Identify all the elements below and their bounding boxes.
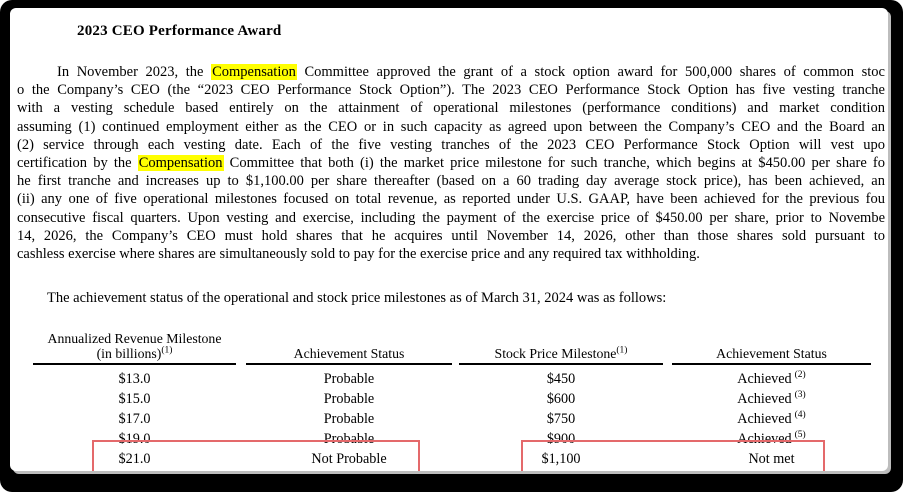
paragraph-line: consecutive fiscal quarters. Upon vestin…	[17, 209, 885, 227]
paragraph-line: (2) service through each vesting date. E…	[17, 136, 885, 154]
table-cell: $15.0	[118, 391, 151, 407]
table-cell: $1,100	[541, 451, 581, 467]
text-segment: Committee that both (i) the market price…	[223, 154, 885, 171]
column-header: Annualized Revenue Milestone (in billions…	[33, 328, 236, 365]
footnote-marker: (4)	[794, 410, 806, 421]
text-segment: o the Company’s CEO (the “2023 CEO Perfo…	[17, 82, 885, 99]
paragraph-line: he first tranche and increases up to $1,…	[17, 172, 885, 190]
table-cell: $21.0	[118, 451, 151, 467]
indent-spacer	[17, 75, 57, 76]
highlighted-term: Compensation	[211, 64, 297, 80]
header-line: Achievement Status	[716, 345, 827, 361]
table-column: Stock Price Milestone(1) $450 $600 $750 $900…	[459, 328, 663, 469]
header-line: Stock Price Milestone(1)	[494, 345, 628, 361]
table-cell: Not met	[748, 451, 795, 467]
column-header: Achievement Status	[246, 328, 452, 365]
paragraph-line: o the Company’s CEO (the “2023 CEO Perfo…	[17, 81, 885, 99]
table-cell: Probable	[323, 371, 375, 387]
text-segment: In November 2023, the	[57, 64, 212, 80]
paragraph-line: with a vesting schedule based entirely o…	[17, 99, 885, 117]
footnote-marker: (3)	[794, 390, 806, 401]
table-column: Annualized Revenue Milestone (in billions…	[33, 328, 236, 469]
body-paragraph: In November 2023, the Compensation Commi…	[17, 63, 885, 263]
text-segment: 14, 2026, the Company’s CEO must hold sh…	[17, 227, 885, 244]
text-segment: with a vesting schedule based entirely o…	[17, 100, 885, 117]
indent-spacer	[17, 301, 47, 302]
table-cell: Achieved (5)	[737, 430, 806, 447]
header-line: Achievement Status	[293, 345, 405, 361]
paragraph-line: certification by the Compensation Commit…	[17, 154, 885, 172]
text-segment: assuming (1) continued employment either…	[17, 118, 885, 135]
text-segment: cashless exercise where shares are simul…	[17, 245, 700, 262]
paragraph-line: assuming (1) continued employment either…	[17, 118, 885, 136]
text-segment: Committee approved the grant of a stock …	[296, 64, 885, 80]
document-page: 2023 CEO Performance Award In November 2…	[10, 8, 888, 471]
text-segment: consecutive fiscal quarters. Upon vestin…	[17, 209, 885, 226]
header-line: (in billions)(1)	[96, 345, 173, 361]
table-column: Achievement Status Achieved (2) Achieved (3)…	[672, 328, 871, 469]
text-segment: (2) service through each vesting date. E…	[17, 136, 885, 153]
table-cell: Achieved (4)	[737, 410, 806, 427]
table-column: Achievement Status Probable Probable Probab…	[246, 328, 452, 469]
table-cell: Not Probable	[311, 451, 387, 467]
table-cell: Probable	[323, 391, 375, 407]
column-header: Stock Price Milestone(1)	[459, 328, 663, 365]
footnote-marker: (1)	[616, 345, 628, 355]
annotation-box-not-met-row-highlight	[521, 440, 825, 471]
text-segment: (ii) any one of five operational milesto…	[17, 191, 885, 208]
table-intro-line: The achievement status of the operationa…	[17, 290, 885, 307]
table-cell: Probable	[323, 431, 375, 447]
table-cell: $900	[546, 431, 576, 447]
table-cell: Achieved (3)	[737, 390, 806, 407]
header-line: Annualized Revenue Milestone	[47, 331, 222, 347]
paragraph-line: In November 2023, the Compensation Commi…	[17, 63, 885, 81]
footnote-marker: (1)	[161, 345, 173, 355]
table-cell: $450	[546, 371, 576, 387]
paragraph-line: (ii) any one of five operational milesto…	[17, 190, 885, 208]
footnote-marker: (5)	[794, 430, 806, 441]
table-cell: Probable	[323, 411, 375, 427]
text-segment: he first tranche and increases up to $1,…	[17, 173, 885, 190]
paragraph-line: 14, 2026, the Company’s CEO must hold sh…	[17, 227, 885, 245]
intro-text: The achievement status of the operationa…	[47, 290, 667, 306]
footnote-marker: (2)	[794, 370, 806, 381]
table-cell: $750	[546, 411, 576, 427]
table-cell: $600	[546, 391, 576, 407]
highlighted-term: Compensation	[137, 154, 224, 171]
paragraph-line: cashless exercise where shares are simul…	[17, 245, 885, 263]
milestone-table: Annualized Revenue Milestone (in billions…	[10, 328, 888, 471]
column-header: Achievement Status	[672, 328, 871, 365]
text-segment: certification by the	[17, 154, 138, 171]
table-cell: $19.0	[118, 431, 151, 447]
annotation-box-not-probable-row-highlight	[92, 440, 420, 471]
table-cell: Achieved (2)	[737, 370, 806, 387]
table-cell: $13.0	[118, 371, 151, 387]
document-title: 2023 CEO Performance Award	[77, 23, 282, 39]
table-cell: $17.0	[118, 411, 151, 427]
